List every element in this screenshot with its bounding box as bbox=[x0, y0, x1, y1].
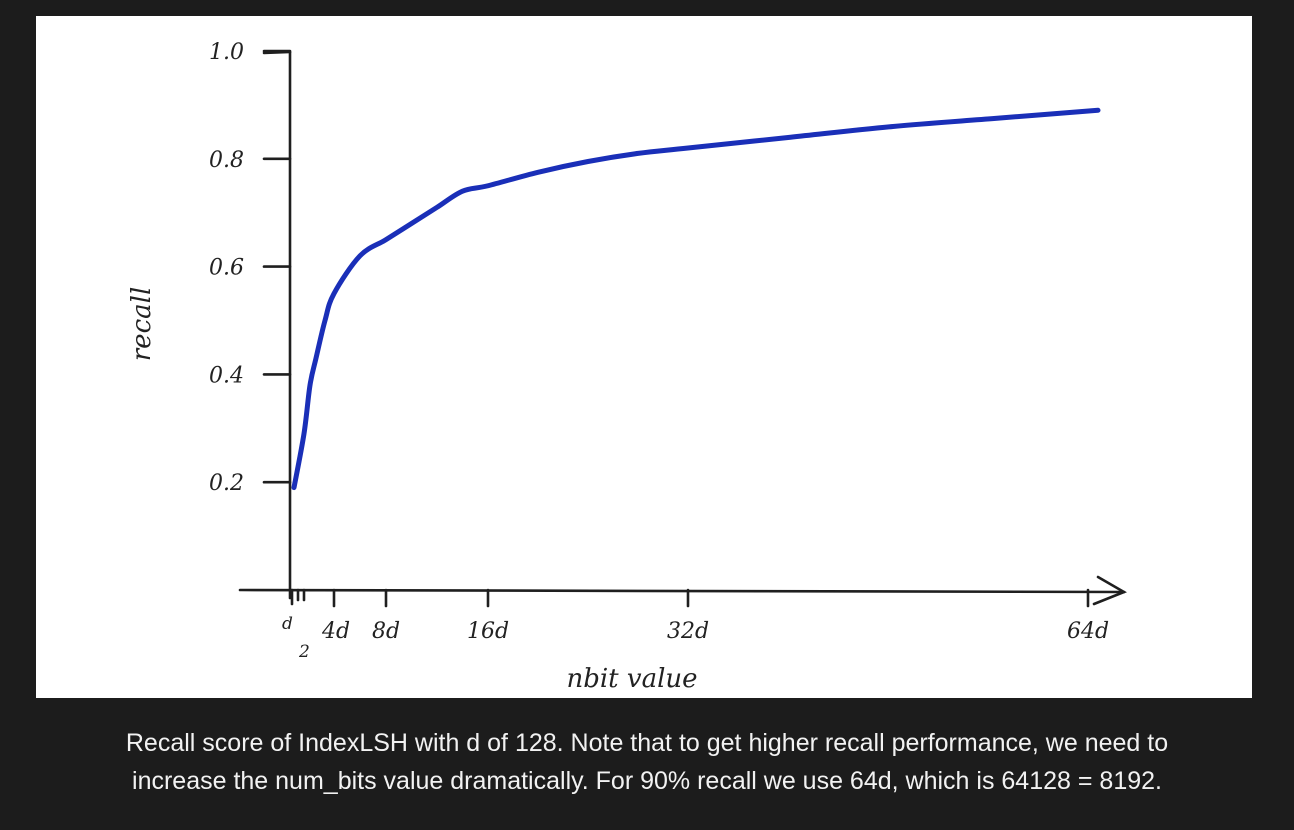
x-tick-label-4: 16d bbox=[467, 619, 509, 644]
caption-line-1: Recall score of IndexLSH with d of 128. … bbox=[125, 729, 1169, 757]
x-axis-title: nbit value bbox=[566, 664, 697, 694]
y-axis-title: recall bbox=[127, 287, 157, 362]
x-axis-line bbox=[238, 588, 1126, 594]
y-tick-label-0.4: 0.4 bbox=[209, 363, 244, 388]
chart-figure: recall nbit value 0.2 0.4 0.6 0.8 1.0 d 2 4d 8d 1… bbox=[36, 16, 1252, 698]
recall-series-line-0 bbox=[291, 107, 1101, 491]
series-lines bbox=[291, 107, 1101, 491]
y-tick-label-0.2: 0.2 bbox=[209, 471, 244, 496]
x-tick-label-1: 2 bbox=[298, 642, 310, 662]
x-tick-label-5: 32d bbox=[667, 619, 709, 644]
x-tick-label-2: 4d bbox=[321, 619, 350, 644]
figure-caption: Recall score of IndexLSH with d of 128. … bbox=[0, 724, 1294, 800]
x-tick-label-0: d bbox=[282, 614, 293, 634]
x-tick-label-6: 64d bbox=[1067, 619, 1109, 644]
recall-chart: recall nbit value 0.2 0.4 0.6 0.8 1.0 d2 4d 8d 1… bbox=[127, 40, 1127, 694]
x-tick-label-3: 8d bbox=[372, 619, 400, 644]
tick-marks bbox=[262, 49, 1090, 608]
x-axis-arrow bbox=[1092, 575, 1127, 606]
caption-line-2: increase the num_bits value dramatically… bbox=[132, 767, 1162, 795]
y-tick-label-0.6: 0.6 bbox=[209, 256, 244, 281]
axes bbox=[238, 50, 1127, 606]
y-tick-label-0.8: 0.8 bbox=[209, 148, 244, 173]
y-tick-label-1.0: 1.0 bbox=[209, 40, 244, 65]
